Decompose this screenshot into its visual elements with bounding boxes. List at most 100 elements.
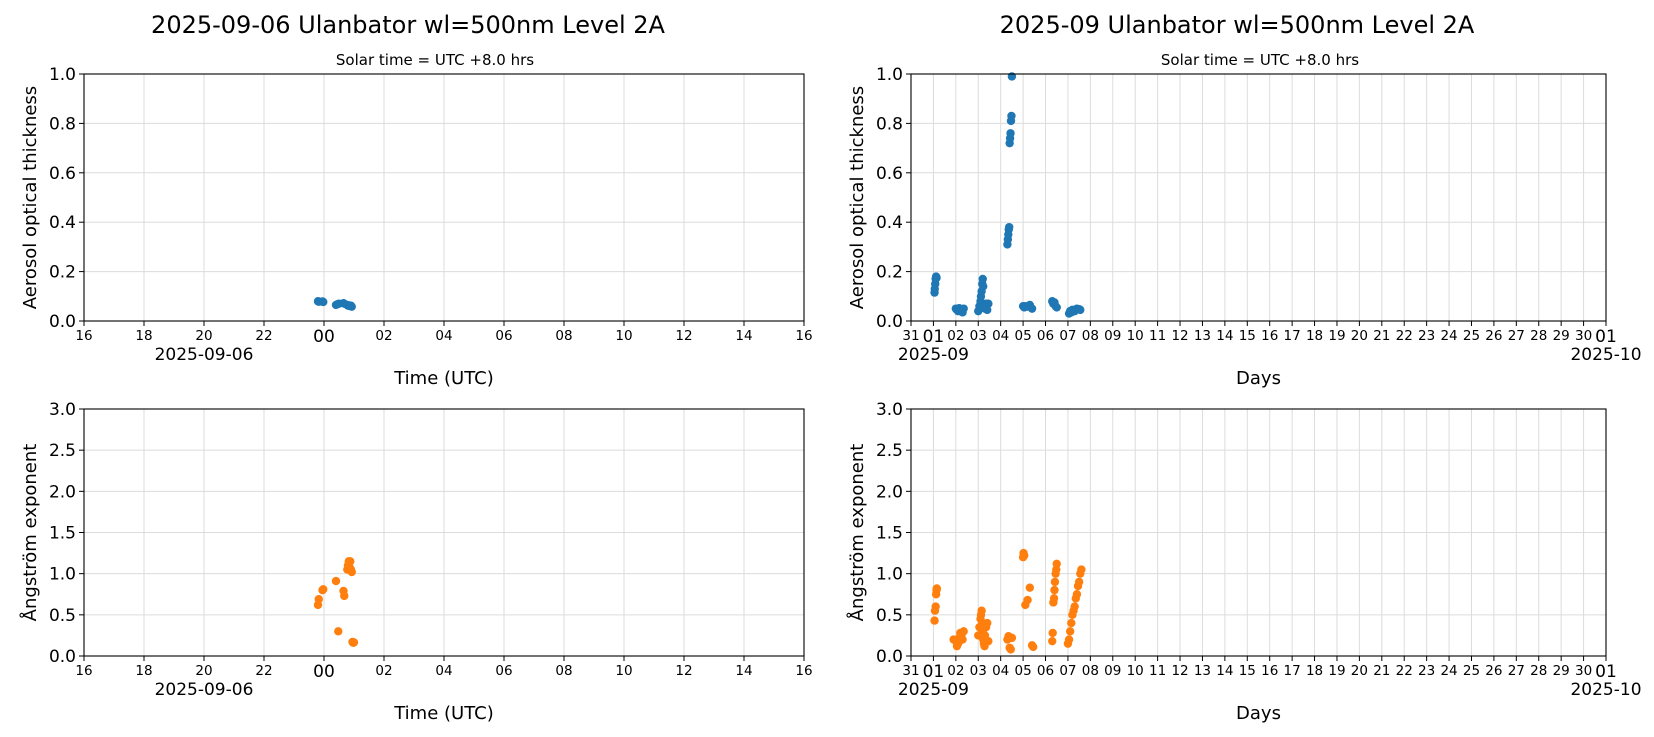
xtick-label: 16: [1261, 328, 1278, 344]
xtick-label: 14: [1216, 328, 1233, 344]
xtick-label: 16: [795, 663, 812, 679]
data-point: [959, 627, 968, 636]
ytick-label: 0.2: [876, 263, 903, 283]
panel-monthly-aot: 0.00.20.40.60.81.031 01 02 03 04 05 06 07 08 09 10…: [847, 65, 1642, 389]
ytick-label: 0.8: [49, 114, 76, 134]
date-label-end: 2025-10: [1570, 345, 1641, 365]
ytick-label: 0.0: [49, 312, 76, 332]
data-point: [349, 638, 359, 647]
xtick-label: 29: [1553, 663, 1570, 679]
xtick-label: 14: [735, 328, 752, 344]
xtick-label: 10: [1127, 663, 1144, 679]
xtick-label: 06: [1037, 663, 1054, 679]
xtick-label: 04: [435, 663, 452, 679]
xtick-label: 28: [1530, 663, 1547, 679]
xtick-label: 05: [1015, 663, 1032, 679]
ytick-label: 3.0: [876, 400, 903, 420]
xtick-label: 11: [1149, 328, 1166, 344]
xtick-label: 06: [495, 328, 512, 344]
xtick-label: 17: [1284, 663, 1301, 679]
ytick-label: 0.6: [49, 164, 76, 184]
data-point: [1048, 636, 1057, 646]
xtick-label: 22: [255, 663, 272, 679]
xtick-label: 24: [1440, 328, 1457, 344]
title-left: 2025-09-06 Ulanbator wl=500nm Level 2A: [151, 11, 665, 39]
xtick-label: 14: [1216, 663, 1233, 679]
ytick-label: 1.0: [876, 65, 903, 85]
xtick-label: 18: [135, 328, 152, 344]
xtick-label: 23: [1418, 328, 1435, 344]
ytick-label: 0.0: [876, 312, 903, 332]
xtick-label: 07: [1059, 328, 1076, 344]
xtick-label: 12: [675, 328, 692, 344]
data-point: [1077, 565, 1086, 574]
date-label: 2025-09-06: [155, 680, 254, 700]
data-point: [932, 584, 941, 593]
xtick-label: 30: [1575, 328, 1592, 344]
y-axis-label: Aerosol optical thickness: [847, 86, 868, 309]
xtick-label: 16: [795, 328, 812, 344]
data-point: [958, 635, 967, 644]
xtick-label: 01: [1595, 327, 1617, 347]
data-point: [346, 557, 355, 566]
xtick-label: 18: [1306, 328, 1323, 344]
xtick-label: 18: [1306, 663, 1323, 679]
ytick-label: 1.5: [876, 524, 903, 544]
data-point: [1052, 303, 1061, 312]
xtick-label: 10: [1127, 328, 1144, 344]
data-point: [978, 282, 988, 291]
xtick-label: 01: [923, 662, 945, 682]
plot-frame: [83, 73, 805, 322]
data-point: [319, 585, 328, 594]
xtick-label: 22: [255, 328, 272, 344]
ytick-label: 1.0: [49, 565, 76, 585]
xtick-label: 04: [992, 663, 1009, 679]
data-point: [1020, 551, 1029, 560]
data-point: [984, 299, 993, 308]
data-point: [1048, 628, 1057, 638]
xtick-label: 19: [1328, 328, 1345, 344]
xtick-label: 16: [1261, 663, 1278, 679]
xtick-label: 18: [135, 663, 152, 679]
xtick-label: 03: [970, 328, 987, 344]
data-point: [1006, 129, 1015, 138]
xtick-label: 04: [435, 328, 452, 344]
xtick-label: 08: [1082, 663, 1099, 679]
panel-daily-aot: 0.0 0.2 0.4 0.6 0.8 1.0 16 18 20 22 00 02 04 06 08 10 12…: [20, 65, 813, 389]
y-axis-label: Ångström exponent: [846, 444, 868, 622]
xtick-label: 06: [1037, 328, 1054, 344]
xtick-label: 25: [1463, 663, 1480, 679]
x-axis-label: Days: [1236, 368, 1281, 389]
xtick-label: 08: [555, 328, 572, 344]
xtick-label: 10: [615, 663, 632, 679]
xtick-label: 10: [615, 328, 632, 344]
data-point: [347, 302, 356, 311]
data-point: [1004, 222, 1014, 232]
xtick-label: 16: [75, 328, 92, 344]
xtick-label: 08: [1082, 328, 1099, 344]
ytick-label: 0.4: [876, 213, 903, 233]
ytick-label: 0.4: [49, 213, 76, 233]
data-point: [930, 616, 939, 625]
data-point: [959, 304, 968, 313]
xtick-label: 20: [1351, 663, 1368, 679]
data-point: [347, 567, 356, 577]
data-point: [977, 606, 986, 615]
xtick-label: 31: [902, 328, 919, 344]
data-point: [984, 636, 993, 646]
xtick-label: 29: [1553, 328, 1570, 344]
xtick-label: 28: [1530, 328, 1547, 344]
data-point: [1006, 645, 1015, 654]
xtick-label: 11: [1149, 663, 1166, 679]
xtick-label: 12: [1171, 663, 1188, 679]
xtick-label: 00: [313, 327, 335, 347]
data-point: [1007, 633, 1017, 643]
xtick-label: 13: [1194, 328, 1211, 344]
xtick-label: 15: [1239, 328, 1256, 344]
xtick-label: 26: [1485, 663, 1502, 679]
ytick-label: 0.6: [876, 164, 903, 184]
data-point: [1070, 602, 1079, 611]
xtick-label: 05: [1015, 328, 1032, 344]
ytick-label: 0.5: [876, 606, 903, 626]
